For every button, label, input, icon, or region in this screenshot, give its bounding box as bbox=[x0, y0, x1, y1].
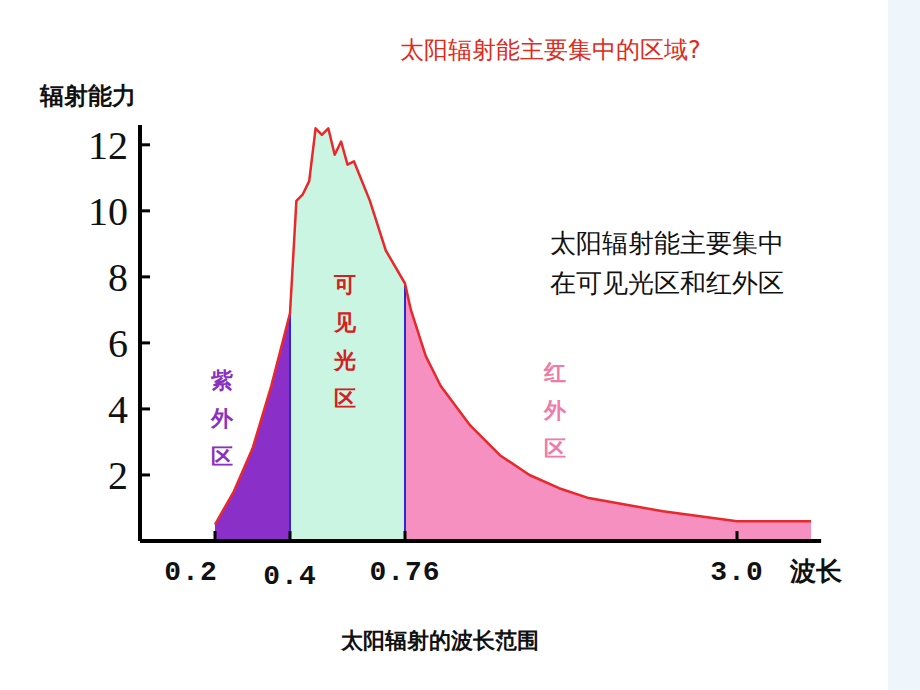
x-tick bbox=[289, 531, 292, 541]
region-boundary bbox=[289, 313, 291, 541]
x-tick-label: 0.4 bbox=[263, 561, 316, 592]
y-tick bbox=[140, 341, 150, 344]
region-boundary bbox=[404, 283, 406, 541]
y-tick-label: 12 bbox=[88, 123, 128, 168]
x-axis-label: 波长 bbox=[789, 556, 842, 586]
x-tick bbox=[404, 531, 407, 541]
title: 太阳辐射能主要集中的区域? bbox=[400, 36, 701, 64]
spectrum-line bbox=[215, 128, 811, 524]
x-tick bbox=[214, 531, 217, 541]
region-fill bbox=[290, 128, 405, 541]
y-axis bbox=[138, 125, 142, 541]
y-axis-label: 辐射能力 bbox=[39, 82, 136, 110]
region-label: 紫外区 bbox=[210, 368, 234, 469]
y-tick bbox=[140, 473, 150, 476]
plot-area bbox=[215, 128, 811, 541]
y-tick-label: 6 bbox=[108, 321, 128, 366]
y-tick-label: 8 bbox=[108, 255, 128, 300]
x-tick-label: 0.76 bbox=[369, 557, 440, 588]
region-label: 可见光区 bbox=[333, 272, 357, 411]
annotation: 太阳辐射能主要集中 bbox=[550, 228, 784, 258]
annotation: 在可见光区和红外区 bbox=[550, 268, 784, 298]
x-tick-label: 3.0 bbox=[710, 557, 763, 588]
region-label: 红外区 bbox=[543, 360, 567, 461]
y-tick bbox=[140, 407, 150, 410]
y-tick bbox=[140, 209, 150, 212]
y-tick-label: 4 bbox=[108, 387, 128, 432]
y-tick bbox=[140, 275, 150, 278]
side-strip bbox=[888, 0, 920, 690]
x-axis bbox=[140, 539, 821, 543]
y-tick-label: 10 bbox=[88, 189, 128, 234]
x-tick bbox=[736, 531, 739, 541]
y-tick-label: 2 bbox=[108, 453, 128, 498]
caption: 太阳辐射的波长范围 bbox=[340, 628, 539, 653]
x-tick-label: 0.2 bbox=[164, 557, 217, 588]
chart: 2 4 6 8 10 12 0.2 0.4 0.76 3.0 紫外区 可见光区红外区 太阳辐射能主要集中… bbox=[0, 0, 920, 690]
y-tick bbox=[140, 143, 150, 146]
